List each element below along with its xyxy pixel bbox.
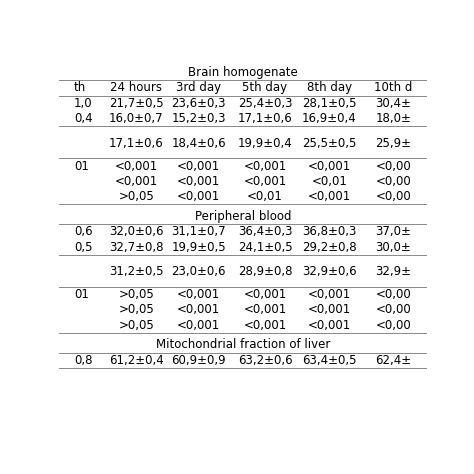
Text: 10th d: 10th d [374, 82, 413, 94]
Text: <0,001: <0,001 [243, 303, 287, 317]
Text: 31,2±0,5: 31,2±0,5 [109, 265, 164, 278]
Text: <0,001: <0,001 [308, 303, 351, 317]
Text: 32,9±: 32,9± [375, 265, 411, 278]
Text: 23,6±0,3: 23,6±0,3 [172, 97, 226, 110]
Text: 29,2±0,8: 29,2±0,8 [302, 241, 356, 254]
Text: <0,001: <0,001 [243, 288, 287, 301]
Text: <0,00: <0,00 [376, 160, 411, 173]
Text: 25,9±: 25,9± [375, 137, 411, 150]
Text: <0,001: <0,001 [177, 175, 220, 188]
Text: <0,001: <0,001 [308, 288, 351, 301]
Text: 30,4±: 30,4± [375, 97, 411, 110]
Text: <0,00: <0,00 [376, 319, 411, 332]
Text: 19,9±0,5: 19,9±0,5 [172, 241, 226, 254]
Text: 19,9±0,4: 19,9±0,4 [237, 137, 292, 150]
Text: 30,0±: 30,0± [376, 241, 411, 254]
Text: <0,00: <0,00 [376, 288, 411, 301]
Text: <0,01: <0,01 [311, 175, 347, 188]
Text: <0,001: <0,001 [308, 160, 351, 173]
Text: 25,4±0,3: 25,4±0,3 [238, 97, 292, 110]
Text: 0,8: 0,8 [74, 354, 92, 367]
Text: 21,7±0,5: 21,7±0,5 [109, 97, 164, 110]
Text: <0,001: <0,001 [177, 288, 220, 301]
Text: 16,0±0,7: 16,0±0,7 [109, 112, 164, 125]
Text: 01: 01 [74, 288, 89, 301]
Text: 60,9±0,9: 60,9±0,9 [172, 354, 226, 367]
Text: <0,001: <0,001 [308, 319, 351, 332]
Text: 63,4±0,5: 63,4±0,5 [302, 354, 356, 367]
Text: <0,001: <0,001 [177, 190, 220, 203]
Text: 37,0±: 37,0± [375, 225, 411, 238]
Text: 32,7±0,8: 32,7±0,8 [109, 241, 164, 254]
Text: 0,5: 0,5 [74, 241, 92, 254]
Text: <0,00: <0,00 [376, 190, 411, 203]
Text: <0,001: <0,001 [177, 160, 220, 173]
Text: <0,001: <0,001 [243, 160, 287, 173]
Text: 17,1±0,6: 17,1±0,6 [109, 137, 164, 150]
Text: 28,1±0,5: 28,1±0,5 [302, 97, 356, 110]
Text: 23,0±0,6: 23,0±0,6 [172, 265, 226, 278]
Text: 0,6: 0,6 [74, 225, 92, 238]
Text: 24,1±0,5: 24,1±0,5 [237, 241, 292, 254]
Text: 63,2±0,6: 63,2±0,6 [237, 354, 292, 367]
Text: 18,0±: 18,0± [375, 112, 411, 125]
Text: th: th [74, 82, 86, 94]
Text: 18,4±0,6: 18,4±0,6 [172, 137, 226, 150]
Text: >0,05: >0,05 [118, 303, 154, 317]
Text: <0,00: <0,00 [376, 303, 411, 317]
Text: 16,9±0,4: 16,9±0,4 [302, 112, 356, 125]
Text: 1,0: 1,0 [74, 97, 92, 110]
Text: <0,01: <0,01 [247, 190, 283, 203]
Text: 32,0±0,6: 32,0±0,6 [109, 225, 164, 238]
Text: 5th day: 5th day [242, 82, 288, 94]
Text: 28,9±0,8: 28,9±0,8 [238, 265, 292, 278]
Text: <0,001: <0,001 [115, 175, 158, 188]
Text: >0,05: >0,05 [118, 319, 154, 332]
Text: 36,8±0,3: 36,8±0,3 [302, 225, 356, 238]
Text: 62,4±: 62,4± [375, 354, 411, 367]
Text: 36,4±0,3: 36,4±0,3 [238, 225, 292, 238]
Text: <0,001: <0,001 [115, 160, 158, 173]
Text: 24 hours: 24 hours [110, 82, 163, 94]
Text: 01: 01 [74, 160, 89, 173]
Text: >0,05: >0,05 [118, 288, 154, 301]
Text: <0,00: <0,00 [376, 175, 411, 188]
Text: >0,05: >0,05 [118, 190, 154, 203]
Text: <0,001: <0,001 [243, 175, 287, 188]
Text: 32,9±0,6: 32,9±0,6 [302, 265, 356, 278]
Text: <0,001: <0,001 [243, 319, 287, 332]
Text: 61,2±0,4: 61,2±0,4 [109, 354, 164, 367]
Text: <0,001: <0,001 [177, 303, 220, 317]
Text: 17,1±0,6: 17,1±0,6 [237, 112, 292, 125]
Text: <0,001: <0,001 [308, 190, 351, 203]
Text: Brain homogenate: Brain homogenate [188, 66, 298, 79]
Text: 31,1±0,7: 31,1±0,7 [172, 225, 226, 238]
Text: <0,001: <0,001 [177, 319, 220, 332]
Text: 15,2±0,3: 15,2±0,3 [172, 112, 226, 125]
Text: 3rd day: 3rd day [176, 82, 221, 94]
Text: Mitochondrial fraction of liver: Mitochondrial fraction of liver [156, 338, 330, 351]
Text: 8th day: 8th day [307, 82, 352, 94]
Text: 25,5±0,5: 25,5±0,5 [302, 137, 356, 150]
Text: 0,4: 0,4 [74, 112, 92, 125]
Text: Peripheral blood: Peripheral blood [195, 210, 291, 223]
